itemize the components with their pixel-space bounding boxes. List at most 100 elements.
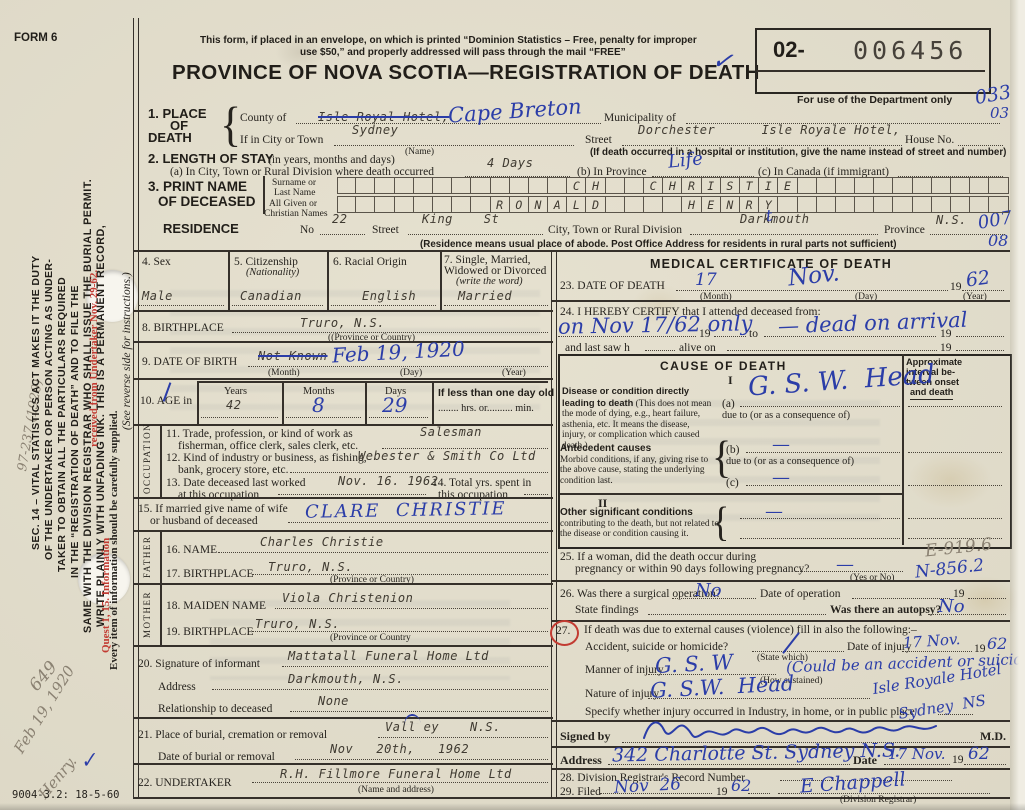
red-circle-annotation <box>550 620 579 646</box>
father-birthplace-sublabel: (Province or Country) <box>330 575 414 585</box>
city-town-dotted-line <box>334 145 574 146</box>
field1-heading-place: PLACE <box>162 106 207 121</box>
cause-lead-normal: (This does not mean the mode of dying, e… <box>562 398 712 451</box>
received-stamp-text: received from Undertaker Nov. 29-62. <box>88 269 100 447</box>
nature-label: Nature of injury <box>585 688 660 700</box>
field2-heading: 2. LENGTH OF STAY <box>148 151 274 166</box>
scan-edge <box>0 803 1025 810</box>
certify-label: 24. I HEREBY CERTIFY that I attended dec… <box>560 306 821 318</box>
birthplace-value: Truro, N.S. <box>300 316 385 330</box>
mother-birthplace-value: Truro, N.S. <box>255 617 340 631</box>
mother-birthplace-sublabel: (Province or Country <box>330 633 411 643</box>
cause-a-label: (a) <box>722 398 735 410</box>
signed-19: 19 <box>952 754 964 766</box>
section-rule <box>551 746 1010 748</box>
cause-due2-label: due to (or as a consequence of) <box>726 456 855 467</box>
how-sustained-sublabel: (How sustained) <box>760 676 823 686</box>
marital-label-1: 7. Single, Married, <box>444 254 531 266</box>
other-conditions-value: — <box>765 501 783 522</box>
clerk-code-annotation: 03 <box>990 104 1010 122</box>
certify-to-label: to <box>749 328 758 340</box>
mother-maiden-label: 18. MAIDEN NAME <box>166 600 266 612</box>
undertaker-dotted-line <box>252 782 548 783</box>
physician-address-label: Address <box>560 753 602 767</box>
min-label: min. <box>515 403 534 414</box>
operation-dotted-line <box>672 598 756 599</box>
residence-no-label: No <box>300 224 315 236</box>
section-rule <box>133 497 553 499</box>
burial-place-label: 21. Place of burial, cremation or remova… <box>138 729 328 741</box>
margin-instruction-line: TAKER TO OBTAIN ALL THE PARTICULARS REQU… <box>56 276 68 572</box>
stay-province-value: Life <box>666 148 704 173</box>
filed-dotted-line <box>600 793 712 794</box>
county-label: County of <box>240 112 287 124</box>
certify-dotted-line <box>558 336 696 337</box>
residence-street-label: Street <box>372 224 399 236</box>
burial-date-label: Date of burial or removal <box>158 751 275 763</box>
dod-year-dotted-line <box>962 290 1004 291</box>
name-sublabel: (Name) <box>405 147 435 157</box>
citizenship-value: Canadian <box>240 289 302 303</box>
punch-hole <box>86 270 138 322</box>
field2-heading-sub: (in years, months and days) <box>268 154 395 166</box>
stay-city-value: 4 Days <box>487 156 534 170</box>
signed-year-value: 62 <box>968 744 990 764</box>
margin-instruction-line: IN THE “REGISTRATION OF DEATH” AND TO FI… <box>69 285 81 578</box>
section-rule <box>133 424 553 426</box>
injury-place-label: Specify whether injury occurred in Indus… <box>585 706 915 718</box>
md-label: M.D. <box>980 729 1006 743</box>
autopsy-label: Was there an autopsy? <box>830 604 942 616</box>
operation-year-dotted-line <box>968 598 1006 599</box>
county-dotted-line <box>296 123 601 124</box>
street-dotted-line <box>622 145 902 146</box>
other-dotted-line <box>740 518 900 519</box>
informant-address-dotted-line <box>212 689 548 690</box>
date-of-death-label: 23. DATE OF DEATH <box>560 280 665 292</box>
street-label: Street <box>585 134 612 146</box>
antecedent-bold: Antecedent causes <box>560 443 652 454</box>
field1-heading-of: OF <box>170 118 189 133</box>
interval-column-rule <box>902 354 904 545</box>
county-handwritten: Cape Breton <box>447 94 583 128</box>
scan-edge <box>1010 0 1025 810</box>
yes-or-no-sublabel: (Yes or No) <box>850 573 895 583</box>
interval-dotted-line <box>908 485 1002 486</box>
father-birthplace-value: Truro, N.S. <box>268 560 353 574</box>
residence-province-value: N.S. <box>936 213 967 227</box>
racial-origin-label: 6. Racial Origin <box>333 256 407 268</box>
side-strip-rule <box>160 583 162 645</box>
total-years-dotted-line <box>524 494 548 495</box>
form-title: PROVINCE OF NOVA SCOTIA—REGISTRATION OF … <box>172 61 760 84</box>
manner-label: Manner of injury <box>585 664 664 676</box>
mail-notice-line2: use $50,” and properly addressed will pa… <box>300 47 626 58</box>
dod-month-sublabel: (Month) <box>700 292 732 302</box>
trade-value: Salesman <box>420 425 482 439</box>
last-worked-label-2: at this occupation <box>178 489 260 501</box>
date-of-birth-dotted-line <box>248 366 548 367</box>
section-rule <box>551 620 1010 622</box>
residence-street-value: King St <box>422 212 500 226</box>
signed-by-label: Signed by <box>560 729 611 743</box>
residence-label: RESIDENCE <box>163 221 239 236</box>
field1-heading-death: DEATH <box>148 130 192 145</box>
age-box-rule <box>432 381 434 424</box>
margin-instruction-line: SEC. 14 – VITAL STATISTICS ACT MAKES IT … <box>30 255 42 550</box>
section-rule <box>133 250 1010 252</box>
registrar-record-label: 28. Division Registrar's Record Number <box>560 772 746 784</box>
accident-dotted-line <box>752 651 844 652</box>
stay-canada-dotted-line <box>898 176 1003 177</box>
birthplace-sublabel: ((Province or Country) <box>328 333 416 343</box>
burial-place-dotted-line <box>378 737 548 738</box>
certify-handwritten-1: on Nov 17/62 only <box>557 311 753 339</box>
registration-number-stamp: 006456 <box>853 36 968 65</box>
city-town-label: If in City or Town <box>240 134 324 146</box>
spouse-dotted-line <box>288 522 548 523</box>
residence-city-typed: Darkmouth <box>740 212 810 226</box>
side-strip-rule <box>160 424 162 497</box>
date-of-birth-typed-struck: Not Known <box>258 349 328 363</box>
age-years-label: Years <box>224 386 247 397</box>
citizenship-dotted-line <box>232 305 323 306</box>
sex-label: 4. Sex <box>142 256 171 268</box>
filed-year-dotted-line <box>748 793 770 794</box>
